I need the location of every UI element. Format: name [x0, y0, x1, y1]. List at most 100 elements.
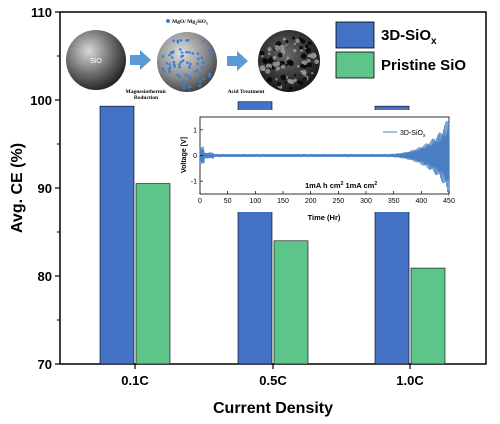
inset-x-tick-label: 200 — [305, 198, 317, 205]
pore — [279, 44, 285, 51]
inset-x-tick-label: 450 — [443, 198, 455, 205]
arrow-right-icon — [130, 50, 151, 70]
pore — [300, 38, 306, 44]
y-tick-label: 100 — [30, 93, 52, 108]
pore — [282, 37, 286, 41]
pore — [289, 79, 295, 85]
mgo-dot — [200, 56, 204, 60]
pore — [286, 56, 290, 60]
mgo-dot — [184, 73, 188, 77]
porous-texture — [259, 36, 320, 90]
pore — [274, 45, 281, 51]
pore — [295, 38, 300, 44]
mgo-dot — [168, 66, 172, 69]
pore — [302, 76, 308, 82]
inset-x-tick-label: 0 — [198, 198, 202, 205]
pore — [262, 57, 267, 63]
pore — [280, 64, 285, 69]
inset-x-tick-label: 400 — [415, 198, 427, 205]
step2-label: Acid Treatment — [228, 89, 265, 95]
inset-x-axis-title: Time (Hr) — [308, 213, 341, 222]
inset-y-tick-label: -1 — [191, 179, 197, 186]
mgo-dot — [178, 48, 182, 51]
inset-x-tick-label: 150 — [277, 198, 289, 205]
mgo-dot — [173, 65, 177, 68]
pore — [298, 80, 304, 86]
pore — [272, 61, 279, 67]
pore — [272, 55, 277, 60]
pore — [261, 55, 264, 58]
inset-x-tick-label: 100 — [249, 198, 261, 205]
pore — [288, 60, 294, 66]
inset-x-tick-label: 350 — [388, 198, 400, 205]
pore — [305, 47, 312, 54]
pore — [266, 77, 273, 83]
mgo-dot — [168, 53, 171, 57]
pore — [301, 69, 307, 76]
pore — [277, 52, 283, 58]
y-axis-title: Avg. CE (%) — [9, 143, 26, 233]
inset-trace-line — [199, 120, 450, 197]
inset-x-tick-label: 300 — [360, 198, 372, 205]
bar-3d-sio-0_1C — [99, 105, 135, 365]
mgo-dot — [202, 40, 206, 43]
pore — [285, 44, 288, 47]
mgo-dot — [180, 55, 183, 58]
inset-annotation: 1mA h cm2 1mA cm2 — [305, 181, 377, 190]
step1-label-line2: Reduction — [134, 95, 158, 101]
mgo-dot — [208, 49, 211, 53]
mgo-dot — [200, 67, 204, 70]
sio-sphere — [66, 30, 126, 90]
mgo-dot — [178, 65, 181, 69]
mgo-dot — [172, 60, 176, 64]
bar-pristine-sio-1_0C — [410, 267, 446, 365]
legend-swatch-3d-siox — [335, 21, 375, 49]
pore — [306, 59, 311, 64]
mgo-dot — [162, 69, 166, 73]
pore — [267, 47, 272, 52]
mgo-dot — [202, 77, 206, 81]
step1-label-line1: Magnesiothermic — [126, 89, 167, 95]
pore — [292, 48, 297, 53]
pore — [300, 53, 307, 60]
mgo-dot — [194, 70, 197, 73]
pore — [277, 82, 282, 87]
synthesis-schematic: SiO MgO/ Mg2SiOx Magnesiothermic Reducti… — [66, 19, 320, 101]
mgo-dot — [188, 65, 191, 68]
mgo-dot — [208, 73, 212, 76]
mgo-dot — [198, 84, 202, 87]
mgo-dot — [199, 80, 202, 83]
inset-y-axis-title: Voltage [V] — [181, 137, 188, 173]
mgo-dot — [176, 39, 180, 42]
legend-swatch-pristine-sio — [335, 51, 375, 79]
pore — [287, 79, 290, 82]
bar-pristine-sio-0_5C — [273, 240, 309, 365]
y-tick-label: 90 — [38, 181, 52, 196]
inset-voltage-trace — [199, 120, 450, 197]
mgo-dot — [161, 67, 165, 71]
sio-sphere-label: SiO — [90, 58, 102, 65]
pore — [280, 74, 287, 81]
mgo-dot — [181, 59, 185, 62]
pore — [259, 50, 265, 56]
inset-x-tick-label: 50 — [224, 198, 232, 205]
legend: 3D-SiOx Pristine SiO — [335, 21, 466, 79]
mgo-dot — [210, 50, 213, 54]
mgo-dot — [172, 39, 175, 43]
mgo-dot — [180, 84, 184, 87]
mgo-dot — [180, 51, 184, 54]
mgo-dot — [172, 63, 176, 66]
mgo-dot — [189, 77, 192, 80]
mgo-dot — [188, 85, 192, 88]
mgo-dot — [191, 52, 194, 55]
pore — [307, 62, 313, 68]
pore — [267, 57, 274, 64]
mgo-dot — [185, 50, 188, 54]
pore — [289, 86, 293, 90]
mgo-dot — [169, 51, 173, 54]
mgo-dot — [168, 63, 172, 66]
pore — [280, 49, 286, 55]
mgo-dot — [209, 61, 212, 65]
pore — [265, 68, 271, 74]
legend-dot-icon — [166, 19, 170, 23]
